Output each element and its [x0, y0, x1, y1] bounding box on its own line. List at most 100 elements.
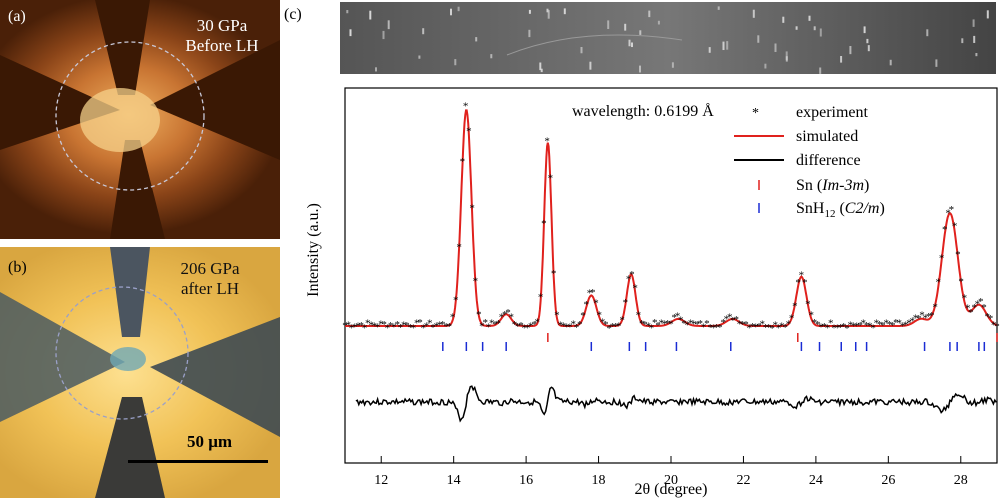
- y-axis-label: Intensity (a.u.): [305, 203, 322, 297]
- experiment-point: *: [365, 318, 371, 330]
- experiment-point: *: [760, 318, 766, 330]
- experiment-point: *: [593, 297, 599, 309]
- experiment-point: *: [988, 313, 994, 325]
- experiment-point: *: [769, 323, 775, 335]
- panel-c-letter: (c): [284, 6, 302, 23]
- experiment-point: *: [557, 320, 563, 332]
- detector-spot: [863, 26, 866, 34]
- experiment-point: *: [456, 241, 462, 253]
- experiment-point: *: [789, 313, 795, 325]
- state-b: after LH: [180, 279, 240, 298]
- detector-spot: [774, 43, 777, 52]
- experiment-point: *: [626, 274, 632, 286]
- experiment-point: *: [375, 321, 381, 333]
- detector-spot: [671, 62, 674, 68]
- panel-b-label: 206 GPa after LH: [160, 259, 260, 299]
- experiment-point: *: [499, 312, 505, 324]
- experiment-point: *: [815, 319, 821, 331]
- scale-bar: [128, 460, 268, 463]
- pressure-b: 206 GPa: [180, 259, 240, 278]
- detector-spot: [972, 19, 975, 27]
- experiment-point: *: [952, 221, 958, 233]
- detector-spot: [563, 8, 566, 15]
- experiment-point: *: [610, 321, 616, 333]
- detector-spot: [475, 37, 478, 42]
- detector-spot: [813, 26, 816, 31]
- experiment-point: *: [812, 317, 818, 329]
- detector-spot: [795, 26, 798, 30]
- experiment-point: *: [903, 320, 909, 332]
- detector-spot: [935, 59, 938, 67]
- detector-spot: [752, 9, 755, 18]
- legend-sn: Sn (Im-3m): [796, 177, 869, 194]
- experiment-point: *: [861, 318, 867, 330]
- experiment-point: *: [753, 322, 759, 334]
- experiment-point: *: [642, 319, 648, 331]
- experiment-point: *: [655, 320, 661, 332]
- experiment-point: *: [779, 321, 785, 333]
- experiment-point: *: [401, 320, 407, 332]
- experiment-point: *: [825, 323, 831, 335]
- xrd-panel: (c) 12 14 16 18 20 22 24 26 28 * * * * * * * * * * * * * * * * *…: [282, 0, 1000, 499]
- experiment-point: *: [955, 249, 961, 261]
- experiment-point: *: [587, 288, 593, 300]
- experiment-point: *: [518, 320, 524, 332]
- experiment-point: *: [476, 309, 482, 321]
- legend-snh12: SnH12 (C2/m): [796, 200, 885, 220]
- experiment-point: *: [994, 321, 1000, 333]
- xrd-chart: 12 14 16 18 20 22 24 26 28 *********************…: [305, 2, 1000, 498]
- experiment-point: *: [900, 320, 906, 332]
- experiment-point: *: [561, 320, 567, 332]
- experiment-point: *: [469, 203, 475, 215]
- detector-spot: [867, 45, 870, 52]
- experiment-point: *: [541, 218, 547, 230]
- detector-lines: [346, 6, 989, 74]
- experiment-point: *: [385, 323, 391, 335]
- x-axis: 12 14 16 18 20 22 24 26 28: [374, 456, 968, 488]
- legend-experiment: experiment: [796, 104, 869, 121]
- experiment-point: *: [746, 322, 752, 334]
- legend-difference: difference: [796, 152, 861, 169]
- x-tick-label: 24: [809, 473, 823, 488]
- experiment-point: *: [489, 318, 495, 330]
- detector-spot: [547, 10, 550, 19]
- experiment-point: *: [835, 323, 841, 335]
- detector-spot: [889, 59, 892, 66]
- detector-spot: [926, 29, 929, 37]
- experiment-point: *: [805, 299, 811, 311]
- detector-spot: [717, 6, 720, 10]
- experiment-point: *: [909, 315, 915, 327]
- experiment-point: *: [619, 315, 625, 327]
- detector-spot: [418, 55, 421, 59]
- detector-spot: [785, 51, 788, 60]
- detector-spot: [819, 67, 822, 74]
- experiment-point: *: [685, 319, 691, 331]
- detector-spot: [975, 53, 978, 57]
- experiment-point: *: [763, 322, 769, 334]
- detector-spot: [528, 29, 531, 38]
- detector-spot: [382, 30, 385, 40]
- experiment-point: *: [368, 320, 374, 332]
- experiment-point: *: [417, 317, 423, 329]
- experiment-point: *: [645, 320, 651, 332]
- experiment-point: *: [936, 277, 942, 289]
- experiment-point: *: [691, 318, 697, 330]
- experiment-point: *: [919, 310, 925, 322]
- panel-a-label: 30 GPa Before LH: [172, 16, 272, 56]
- experiment-point: *: [851, 320, 857, 332]
- detector-spot: [580, 47, 583, 54]
- experiment-point: *: [583, 299, 589, 311]
- experiment-point: *: [802, 277, 808, 289]
- experiment-point: *: [551, 268, 557, 280]
- detector-spot: [540, 68, 543, 73]
- experiment-point: *: [821, 321, 827, 333]
- x-tick-label: 22: [736, 473, 750, 488]
- experiment-point: *: [460, 156, 466, 168]
- experiment-point: *: [857, 320, 863, 332]
- experiment-point: *: [492, 319, 498, 331]
- experiment-point: *: [600, 316, 606, 328]
- experiment-point: *: [414, 317, 420, 329]
- pressure-a: 30 GPa: [196, 16, 248, 35]
- experiment-point: *: [355, 320, 361, 332]
- experiment-point: *: [443, 321, 449, 333]
